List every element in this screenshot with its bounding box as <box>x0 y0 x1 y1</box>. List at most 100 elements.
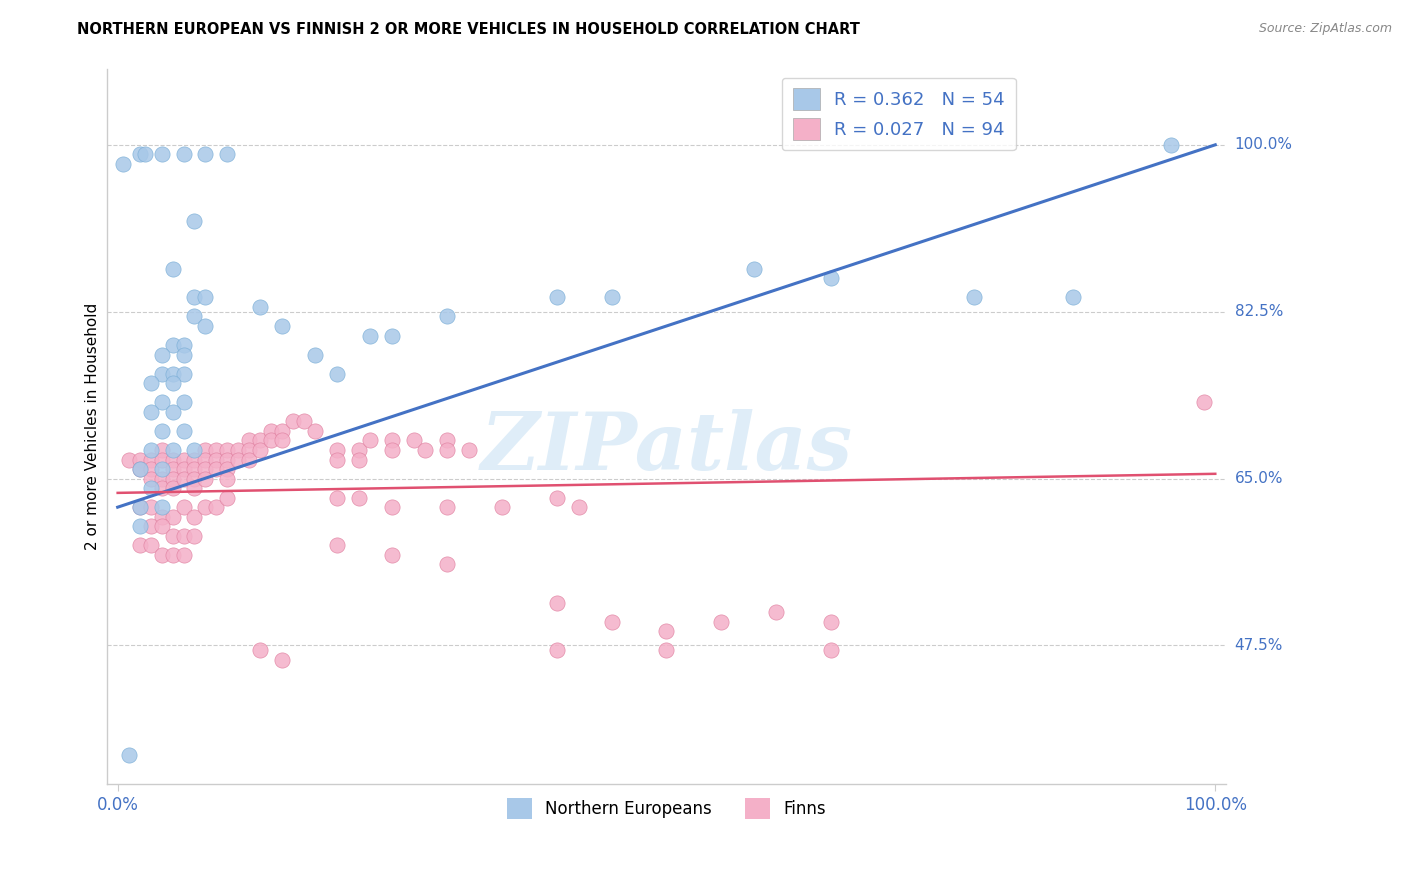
Point <box>217 462 239 476</box>
Point <box>150 348 173 362</box>
Point <box>139 472 162 486</box>
Point <box>183 472 205 486</box>
Point <box>260 434 283 448</box>
Point <box>162 338 184 352</box>
Point <box>150 147 173 161</box>
Point <box>183 214 205 228</box>
Point <box>150 548 173 562</box>
Point <box>173 529 195 543</box>
Point <box>194 318 217 333</box>
Point <box>128 500 150 515</box>
Point <box>117 452 139 467</box>
Point <box>139 376 162 391</box>
Point <box>228 442 250 457</box>
Point <box>139 405 162 419</box>
Point <box>600 290 623 304</box>
Point <box>150 452 173 467</box>
Point <box>249 643 271 657</box>
Point <box>260 424 283 438</box>
Point <box>205 452 228 467</box>
Point <box>194 462 217 476</box>
Point <box>600 615 623 629</box>
Point <box>228 452 250 467</box>
Point <box>183 442 205 457</box>
Point <box>162 376 184 391</box>
Point <box>1062 290 1084 304</box>
Point <box>436 442 458 457</box>
Point <box>183 509 205 524</box>
Point <box>205 442 228 457</box>
Point <box>150 367 173 381</box>
Point <box>271 653 294 667</box>
Point <box>139 462 162 476</box>
Point <box>112 157 135 171</box>
Point <box>173 548 195 562</box>
Y-axis label: 2 or more Vehicles in Household: 2 or more Vehicles in Household <box>86 302 100 549</box>
Point <box>150 481 173 495</box>
Point <box>194 452 217 467</box>
Point <box>205 500 228 515</box>
Point <box>183 452 205 467</box>
Point <box>238 452 260 467</box>
Point <box>710 615 733 629</box>
Point <box>173 500 195 515</box>
Point <box>162 509 184 524</box>
Point <box>173 338 195 352</box>
Point <box>326 538 349 552</box>
Point <box>742 261 765 276</box>
Point <box>117 748 139 763</box>
Point <box>292 414 315 428</box>
Point <box>238 442 260 457</box>
Point <box>436 310 458 324</box>
Point <box>359 328 381 343</box>
Point <box>304 348 326 362</box>
Point <box>820 271 842 285</box>
Point <box>217 147 239 161</box>
Point <box>173 462 195 476</box>
Point <box>162 529 184 543</box>
Point <box>150 500 173 515</box>
Text: 82.5%: 82.5% <box>1234 304 1282 319</box>
Point <box>139 452 162 467</box>
Text: Source: ZipAtlas.com: Source: ZipAtlas.com <box>1258 22 1392 36</box>
Point <box>194 442 217 457</box>
Point <box>436 500 458 515</box>
Point <box>217 472 239 486</box>
Point <box>271 434 294 448</box>
Point <box>139 442 162 457</box>
Point <box>491 500 513 515</box>
Point <box>402 434 425 448</box>
Point <box>1160 137 1182 152</box>
Point <box>194 500 217 515</box>
Point <box>217 452 239 467</box>
Text: 65.0%: 65.0% <box>1234 471 1284 486</box>
Point <box>765 605 787 619</box>
Point <box>128 500 150 515</box>
Point <box>162 462 184 476</box>
Text: 47.5%: 47.5% <box>1234 638 1282 653</box>
Point <box>128 519 150 533</box>
Point <box>128 452 150 467</box>
Point <box>381 442 404 457</box>
Point <box>173 348 195 362</box>
Legend: Northern Europeans, Finns: Northern Europeans, Finns <box>501 792 832 825</box>
Point <box>347 452 370 467</box>
Point <box>162 548 184 562</box>
Text: 100.0%: 100.0% <box>1234 137 1292 153</box>
Point <box>128 462 150 476</box>
Point <box>238 434 260 448</box>
Point <box>546 596 568 610</box>
Point <box>173 472 195 486</box>
Point <box>162 367 184 381</box>
Point <box>194 472 217 486</box>
Point <box>283 414 305 428</box>
Point <box>183 529 205 543</box>
Point <box>173 452 195 467</box>
Point <box>413 442 436 457</box>
Point <box>217 491 239 505</box>
Point <box>963 290 986 304</box>
Point <box>381 434 404 448</box>
Text: NORTHERN EUROPEAN VS FINNISH 2 OR MORE VEHICLES IN HOUSEHOLD CORRELATION CHART: NORTHERN EUROPEAN VS FINNISH 2 OR MORE V… <box>77 22 860 37</box>
Point <box>183 462 205 476</box>
Point <box>381 548 404 562</box>
